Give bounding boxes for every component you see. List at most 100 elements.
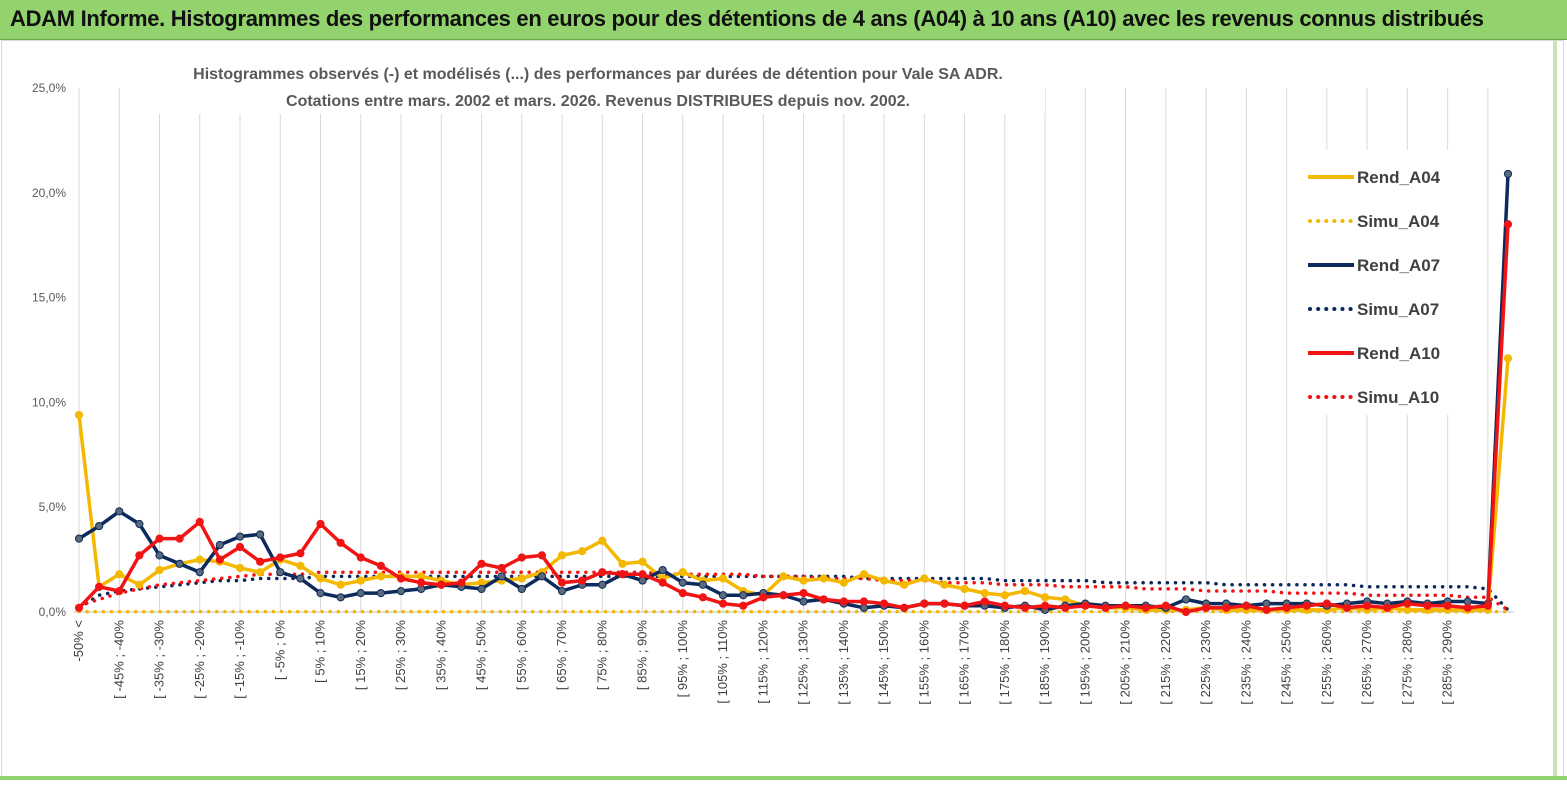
data-point	[437, 580, 446, 589]
data-point	[739, 601, 748, 610]
legend: Rend_A04 Simu_A04 Rend_A07 Simu_A07 Rend_A10…	[1298, 150, 1468, 415]
x-tick-label: [ 245% ; 250%	[1279, 620, 1294, 705]
x-tick-label: [ 65% ; 70%	[554, 620, 569, 691]
data-point	[859, 597, 869, 606]
data-point	[135, 551, 144, 560]
data-point	[1503, 169, 1513, 179]
chart-title-line2: Cotations entre mars. 2002 et mars. 2026…	[286, 93, 910, 110]
data-point	[1222, 603, 1231, 612]
x-tick-label: [ -25% ; -20%	[192, 620, 207, 699]
data-point	[980, 597, 989, 606]
x-tick-label: [ 55% ; 60%	[514, 620, 529, 691]
data-point	[1181, 595, 1191, 604]
legend-item-simu_a04: Simu_A04	[1308, 212, 1440, 231]
data-point	[658, 578, 667, 587]
bottom-accent-bar	[0, 776, 1567, 780]
data-point	[1262, 605, 1271, 615]
data-point	[839, 597, 848, 606]
data-point	[1181, 607, 1191, 617]
series-line-rend_a10	[77, 224, 1510, 614]
legend-label: Rend_A07	[1357, 256, 1440, 275]
legend-item-simu_a10: Simu_A10	[1308, 388, 1439, 407]
data-point	[155, 565, 164, 575]
data-point	[1201, 603, 1211, 612]
data-point	[920, 599, 929, 608]
data-point	[557, 578, 567, 587]
data-point	[839, 578, 848, 587]
x-tick-label: [ 195% ; 200%	[1077, 620, 1092, 705]
data-point	[457, 578, 466, 587]
series-line-rend_a07	[78, 173, 1510, 612]
data-point	[779, 591, 788, 600]
x-tick-label: [ 205% ; 210%	[1118, 620, 1133, 705]
series-line-rend_a04	[77, 358, 1510, 612]
data-point	[799, 589, 808, 598]
right-accent-bar	[1553, 40, 1557, 780]
data-point	[175, 559, 184, 568]
data-point	[316, 574, 325, 583]
data-point	[578, 576, 587, 585]
x-tick-label: [ 145% ; 150%	[876, 620, 891, 705]
data-point	[215, 540, 224, 550]
x-tick-label: [ 175% ; 180%	[997, 620, 1012, 705]
x-tick-label: [ 95% ; 100%	[675, 620, 690, 698]
data-point	[638, 557, 647, 566]
data-point	[759, 593, 768, 602]
data-point	[477, 559, 486, 568]
data-point	[235, 563, 245, 573]
data-point	[356, 553, 365, 562]
legend-item-rend_a04: Rend_A04	[1308, 168, 1441, 187]
data-point	[376, 589, 386, 598]
y-tick-label: 10,0%	[32, 395, 66, 409]
x-tick-label: [ -15% ; -10%	[232, 620, 247, 699]
legend-label: Simu_A07	[1357, 300, 1439, 319]
x-tick-label: [ 15% ; 20%	[353, 620, 368, 691]
y-axis: 0,0% 5,0% 10,0% 15,0% 20,0% 25,0%	[32, 81, 66, 619]
data-point	[920, 574, 929, 583]
data-point	[376, 561, 386, 570]
x-tick-label: [ 125% ; 130%	[796, 620, 811, 705]
data-point	[135, 580, 144, 589]
data-point	[1242, 601, 1251, 610]
data-point	[95, 582, 104, 591]
data-point	[658, 565, 667, 575]
data-point	[1302, 601, 1311, 610]
data-point	[396, 574, 406, 583]
data-point	[1101, 603, 1110, 612]
data-point	[74, 534, 84, 543]
data-point	[115, 570, 124, 579]
data-point	[115, 586, 124, 596]
data-point	[256, 568, 265, 577]
data-point	[296, 549, 305, 558]
data-point	[537, 572, 547, 581]
data-point	[155, 534, 164, 543]
data-point	[517, 584, 526, 594]
data-point	[1000, 591, 1009, 600]
data-point	[1443, 601, 1452, 610]
data-point	[1483, 601, 1492, 610]
series-line-simu_a10	[77, 570, 1510, 612]
data-point	[598, 536, 607, 545]
data-point	[557, 586, 567, 596]
x-tick-label: [ 265% ; 270%	[1359, 620, 1374, 705]
x-tick-label: [ 275% ; 280%	[1399, 620, 1414, 705]
data-point	[698, 580, 708, 589]
data-point	[1403, 599, 1412, 608]
x-tick-label: [ 135% ; 140%	[836, 620, 851, 705]
data-point	[718, 599, 728, 608]
data-point	[739, 591, 748, 600]
data-point	[1383, 603, 1392, 612]
x-tick-label: [ 115% ; 120%	[755, 620, 770, 704]
x-tick-label: [ 105% ; 110%	[715, 620, 730, 704]
data-point	[276, 553, 285, 562]
data-point	[1463, 603, 1472, 612]
data-point	[859, 570, 869, 579]
data-point	[718, 591, 728, 600]
data-point	[960, 584, 969, 594]
data-point	[819, 574, 828, 583]
data-point	[497, 572, 506, 581]
data-point	[215, 555, 224, 564]
y-tick-label: 0,0%	[39, 605, 67, 619]
legend-background	[1298, 150, 1468, 415]
data-point	[195, 517, 204, 526]
